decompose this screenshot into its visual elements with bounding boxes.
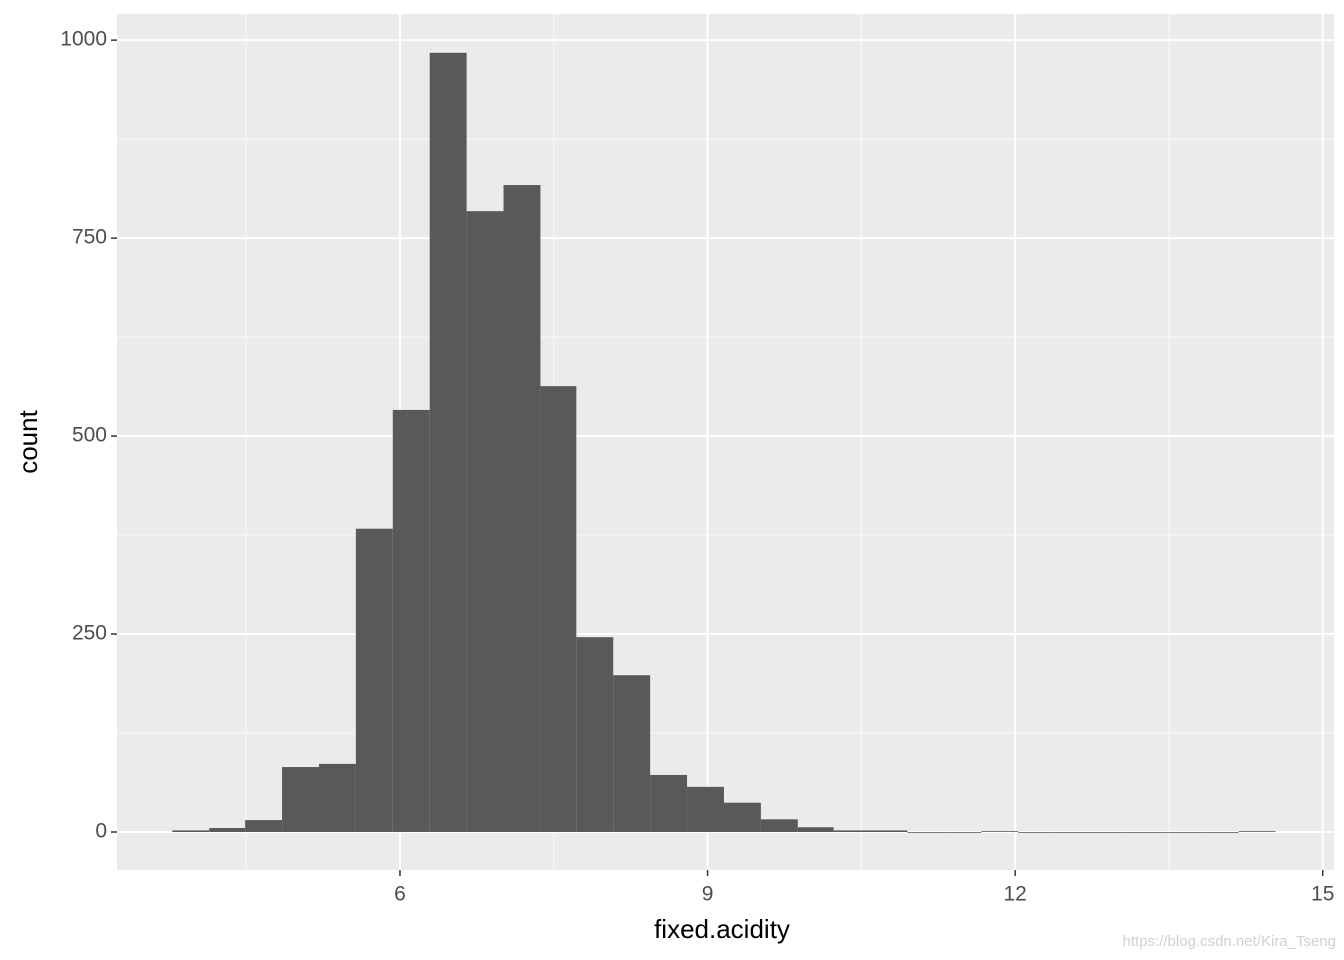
y-tick-label: 750 bbox=[72, 226, 107, 249]
bar bbox=[870, 830, 908, 832]
bar bbox=[282, 767, 319, 832]
bar bbox=[392, 409, 430, 832]
bar bbox=[429, 52, 467, 832]
watermark: https://blog.csdn.net/Kira_Tseng bbox=[1123, 933, 1336, 950]
x-tick-label: 9 bbox=[702, 883, 714, 906]
y-tick-label: 500 bbox=[72, 424, 107, 447]
bar bbox=[1238, 831, 1276, 832]
bar bbox=[1127, 831, 1165, 833]
bar bbox=[687, 786, 724, 832]
bar bbox=[833, 830, 871, 832]
bar bbox=[245, 820, 283, 832]
bar bbox=[1164, 831, 1202, 833]
x-tick-label: 15 bbox=[1311, 883, 1334, 906]
bar bbox=[1018, 831, 1056, 833]
bar bbox=[944, 831, 982, 833]
y-tick-label: 250 bbox=[72, 622, 107, 645]
bar bbox=[1055, 831, 1092, 833]
bar bbox=[797, 827, 834, 832]
bar bbox=[650, 774, 688, 832]
bar bbox=[466, 211, 504, 832]
x-tick-label: 6 bbox=[394, 883, 406, 906]
x-tick-label: 12 bbox=[1003, 883, 1026, 906]
bar bbox=[209, 828, 246, 832]
y-axis-title: count bbox=[13, 409, 43, 473]
y-tick-label: 1000 bbox=[60, 28, 107, 51]
y-tick-label: 0 bbox=[95, 820, 107, 843]
bar bbox=[760, 819, 798, 832]
bar bbox=[981, 831, 1019, 832]
bar bbox=[172, 830, 210, 832]
bar bbox=[907, 831, 945, 833]
bar bbox=[540, 386, 577, 832]
bar bbox=[503, 185, 541, 832]
bar bbox=[318, 763, 356, 832]
bar bbox=[1201, 831, 1239, 833]
bar bbox=[576, 637, 614, 832]
bar bbox=[613, 675, 651, 832]
x-axis-title: fixed.acidity bbox=[654, 914, 790, 944]
bar bbox=[723, 802, 761, 832]
bar bbox=[355, 528, 393, 832]
bar bbox=[1091, 831, 1128, 833]
panel bbox=[117, 14, 1334, 870]
